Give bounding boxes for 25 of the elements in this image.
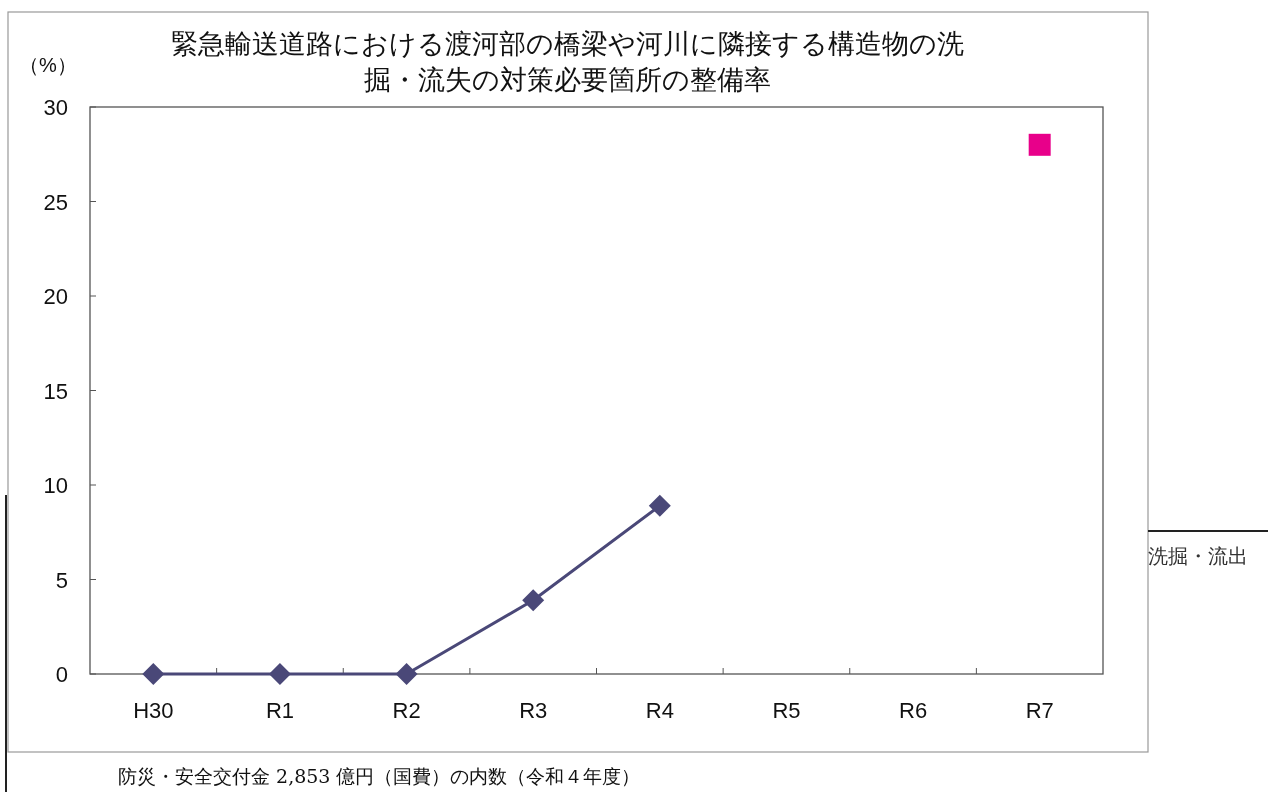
y-tick-label: 20 xyxy=(43,284,68,309)
point xyxy=(522,589,545,612)
x-tick-label: R7 xyxy=(1025,698,1054,723)
x-tick-label: R5 xyxy=(772,698,801,723)
y-tick-label: 10 xyxy=(43,473,68,498)
point xyxy=(648,494,671,517)
point xyxy=(395,663,418,685)
text: 防災・安全交付金 2,853 億円（国費）の内数（令和４年度） xyxy=(118,764,641,789)
y-tick-label: 0 xyxy=(55,662,68,687)
point xyxy=(268,663,291,685)
x-tick-label: R3 xyxy=(519,698,548,723)
x-tick-label: H30 xyxy=(133,698,174,723)
chart-title: 緊急輸送道路における渡河部の橋梁や河川に隣接する構造物の洗掘・流失の対策必要箇所の整備率 xyxy=(169,28,965,97)
y-tick-label: 30 xyxy=(43,95,68,120)
y-tick-label: 25 xyxy=(43,189,68,215)
y-tick-label: 5 xyxy=(55,567,68,593)
x-tick-label: R4 xyxy=(645,698,674,723)
text: 洗掘・流出 xyxy=(1148,543,1248,570)
point xyxy=(142,663,165,685)
x-tick-label: R1 xyxy=(265,698,294,723)
x-tick-label: R6 xyxy=(899,698,928,723)
x-tick-label: R2 xyxy=(392,698,421,723)
y-tick-label: 15 xyxy=(43,378,68,404)
point xyxy=(1028,133,1051,156)
y-axis-title: （%） xyxy=(19,54,77,76)
